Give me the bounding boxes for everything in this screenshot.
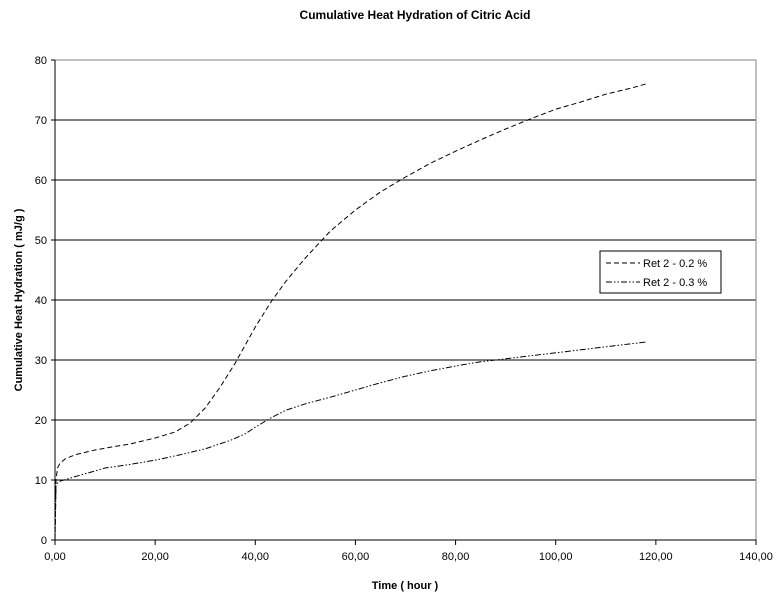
y-tick-label: 60 <box>35 175 47 187</box>
x-tick-label: 60,00 <box>342 551 370 563</box>
x-axis-label: Time ( hour ) <box>372 580 439 592</box>
y-tick-label: 0 <box>41 535 47 547</box>
x-tick-label: 80,00 <box>442 551 470 563</box>
x-tick-label: 20,00 <box>141 551 169 563</box>
y-axis-ticks: 0 10 20 30 40 50 60 70 80 <box>35 55 55 547</box>
y-tick-label: 80 <box>35 55 47 67</box>
y-tick-label: 70 <box>35 115 47 127</box>
chart-title: Cumulative Heat Hydration of Citric Acid <box>300 8 531 22</box>
legend-label-series-1: Ret 2 - 0.2 % <box>643 258 707 270</box>
y-tick-label: 20 <box>35 415 47 427</box>
legend-box <box>599 250 722 294</box>
y-tick-label: 10 <box>35 475 47 487</box>
x-tick-label: 120,00 <box>639 551 673 563</box>
series-layer <box>54 83 646 541</box>
gridlines <box>55 119 756 481</box>
y-tick-label: 30 <box>35 355 47 367</box>
series-line-2 <box>54 341 646 541</box>
legend: Ret 2 - 0.2 % Ret 2 - 0.3 % <box>599 250 722 294</box>
y-axis-label: Cumulative Heat Hydration ( mJ/g ) <box>13 208 25 391</box>
x-tick-label: 40,00 <box>242 551 270 563</box>
x-tick-label: 140,00 <box>739 551 773 563</box>
x-axis-ticks: 0,00 20,00 40,00 60,00 80,00 100,00 120,00 140,… <box>44 60 773 563</box>
x-tick-label: 0,00 <box>44 551 65 563</box>
y-tick-label: 40 <box>35 295 47 307</box>
series-line-1 <box>54 83 646 541</box>
y-tick-label: 50 <box>35 235 47 247</box>
x-tick-label: 100,00 <box>539 551 573 563</box>
legend-label-series-2: Ret 2 - 0.3 % <box>643 277 707 289</box>
